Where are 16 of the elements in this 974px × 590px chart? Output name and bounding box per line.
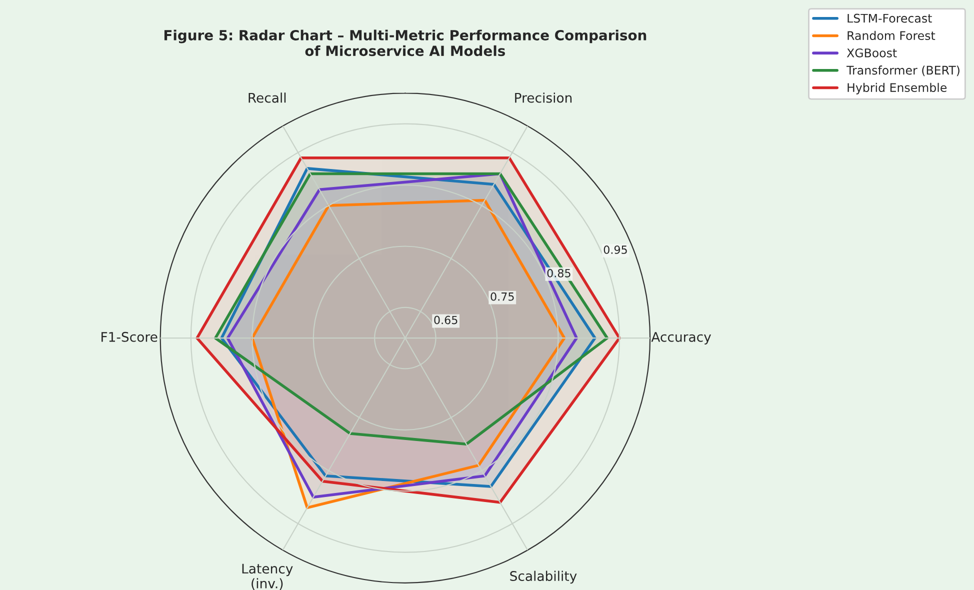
y-tick-label: 0.65 bbox=[434, 316, 458, 324]
spoke-label: Scalability bbox=[510, 570, 577, 584]
y-tick-label: 0.85 bbox=[547, 268, 570, 278]
spoke-label: F1-Score bbox=[102, 332, 158, 342]
legend-label: XGBoost bbox=[846, 48, 897, 58]
legend-label: LSTM-Forecast bbox=[848, 14, 932, 23]
text: Figure 5: Radar Chart – Multi-Metric Performance Comparison of Microservice AI Models bbox=[164, 30, 646, 56]
y-tick-label: 0.75 bbox=[490, 292, 514, 301]
y-tick-label: 0.95 bbox=[604, 246, 627, 254]
spoke-label: Precision bbox=[515, 92, 572, 103]
legend-label: Transformer (BERT) bbox=[846, 66, 960, 76]
spoke-label: Recall bbox=[248, 92, 286, 103]
spoke-label: Accuracy bbox=[651, 332, 712, 344]
legend-label: Hybrid Ensemble bbox=[848, 82, 947, 94]
spoke-label: Latency (inv.) bbox=[242, 564, 293, 590]
legend-label: Random Forest bbox=[848, 30, 936, 40]
